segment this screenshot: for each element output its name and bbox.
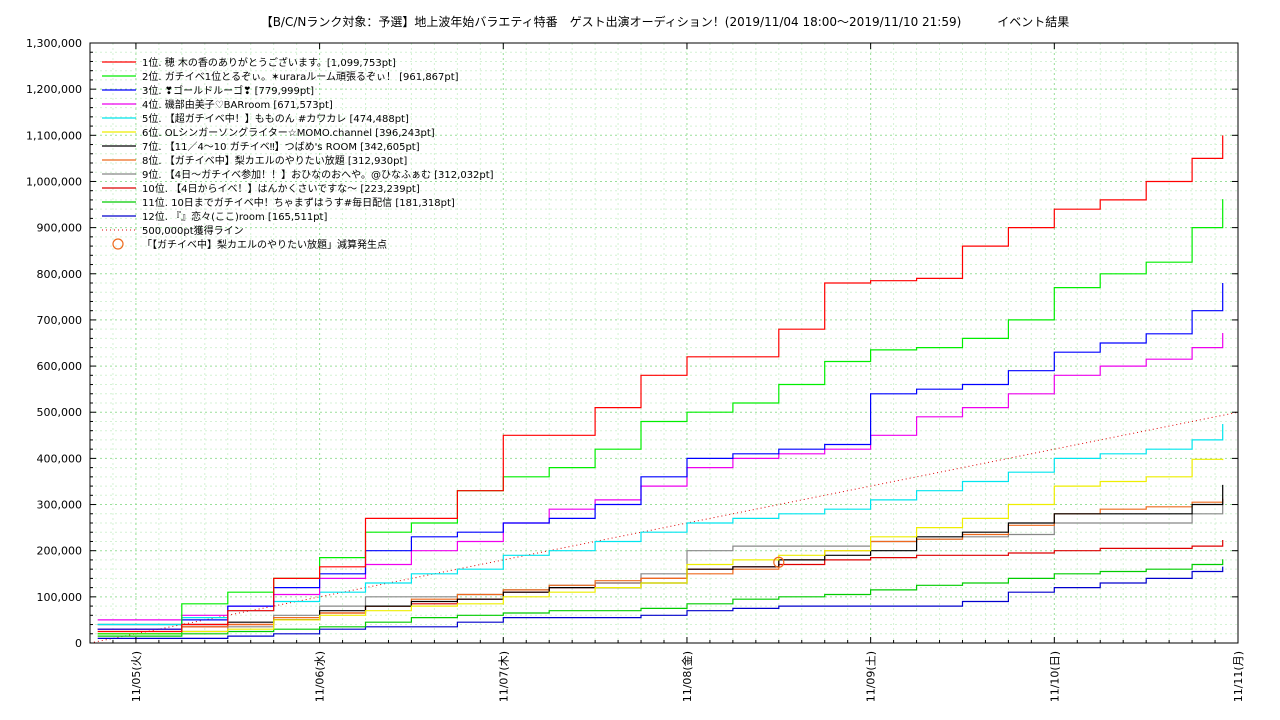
series-line-11 (97, 559, 1224, 637)
grid (90, 43, 1238, 643)
series-layer (97, 135, 1224, 639)
series-line-6 (97, 458, 1224, 635)
y-tick-label: 700,000 (37, 314, 83, 327)
y-tick-label: 600,000 (37, 360, 83, 373)
y-tick-label: 0 (75, 637, 82, 650)
x-tick-label: 11/10(日) (1048, 651, 1061, 702)
series-line-1 (97, 135, 1224, 633)
y-tick-label: 1,200,000 (26, 83, 82, 96)
legend-label: 3位. ❣ゴールドルーゴ❣ [779,999pt] (142, 84, 314, 97)
x-tick-label: 11/08(金) (680, 651, 694, 702)
legend-label: 1位. 穂 木の香のありがとうございます。[1,099,753pt] (142, 56, 396, 69)
chart-title: 【B/C/Nランク対象：予選】地上波年始バラエティ特番 ゲスト出演オーディション… (261, 14, 1070, 29)
y-tick-label: 800,000 (37, 268, 83, 281)
drop-marker (773, 556, 785, 568)
axes: 0 100,000 200,000 300,000 400,000 500,000 600,… (26, 37, 1245, 702)
x-tick-label: 11/07(木) (497, 651, 510, 702)
legend-label: 10位. 【4日からイベ！】はんかくさいですな～ [223,239pt] (142, 182, 420, 195)
legend-label: 4位. 磯部由美子♡BARroom [671,573pt] (142, 98, 333, 111)
y-tick-label: 300,000 (37, 499, 83, 512)
y-tick-label: 200,000 (37, 545, 83, 558)
y-tick-label: 900,000 (37, 222, 83, 235)
legend-label: 7位. 【11／4～10 ガチイベ‼】つばめ's ROOM [342,605pt… (142, 140, 420, 153)
y-tick-label: 1,300,000 (26, 37, 82, 50)
legend-label: 5位. 【超ガチイベ中！】もものん #カワカレ [474,488pt] (142, 112, 409, 125)
y-tick-label: 1,100,000 (26, 129, 82, 142)
y-tick-label: 1,000,000 (26, 175, 82, 188)
series-line-12 (97, 566, 1224, 639)
legend-label: 11位. 10日までガチイベ中！ちゃまずはうす#毎日配信 [181,318pt] (142, 196, 455, 209)
x-tick-label: 11/06(水) (314, 651, 327, 702)
legend-label: 9位. 【4日～ガチイベ参加！！】おひなのおへや。@ひなふぁむ [312,032… (142, 168, 494, 181)
legend-label: 500,000pt獲得ライン (142, 224, 244, 237)
legend-label: 12位. 『』恋々(ここ)room [165,511pt] (142, 210, 327, 223)
x-tick-label: 11/09(土) (865, 651, 878, 702)
x-tick-label: 11/11(月) (1232, 651, 1245, 702)
legend-marker-swatch (112, 238, 124, 250)
legend-label: 8位. 【ガチイベ中】梨カエルのやりたい放題 [312,930pt] (142, 154, 407, 167)
legend-label: 2位. ガチイベ1位とるぞぃ。✶uraraルーム頑張るぞぃ！ [961,867p… (142, 70, 459, 83)
legend-label: 6位. OLシンガーソングライター☆MOMO.channel [396,243p… (142, 126, 435, 139)
y-tick-label: 500,000 (37, 406, 83, 419)
legend-label: 「【ガチイベ中】梨カエルのやりたい放題」減算発生点 (142, 238, 387, 251)
legend: 1位. 穂 木の香のありがとうございます。[1,099,753pt]2位. ガチ… (102, 56, 494, 251)
series-line-2 (97, 199, 1224, 635)
x-tick-label: 11/05(火) (130, 651, 143, 702)
y-tick-label: 400,000 (37, 452, 83, 465)
y-tick-label: 100,000 (37, 591, 83, 604)
marker-layer (773, 556, 785, 568)
